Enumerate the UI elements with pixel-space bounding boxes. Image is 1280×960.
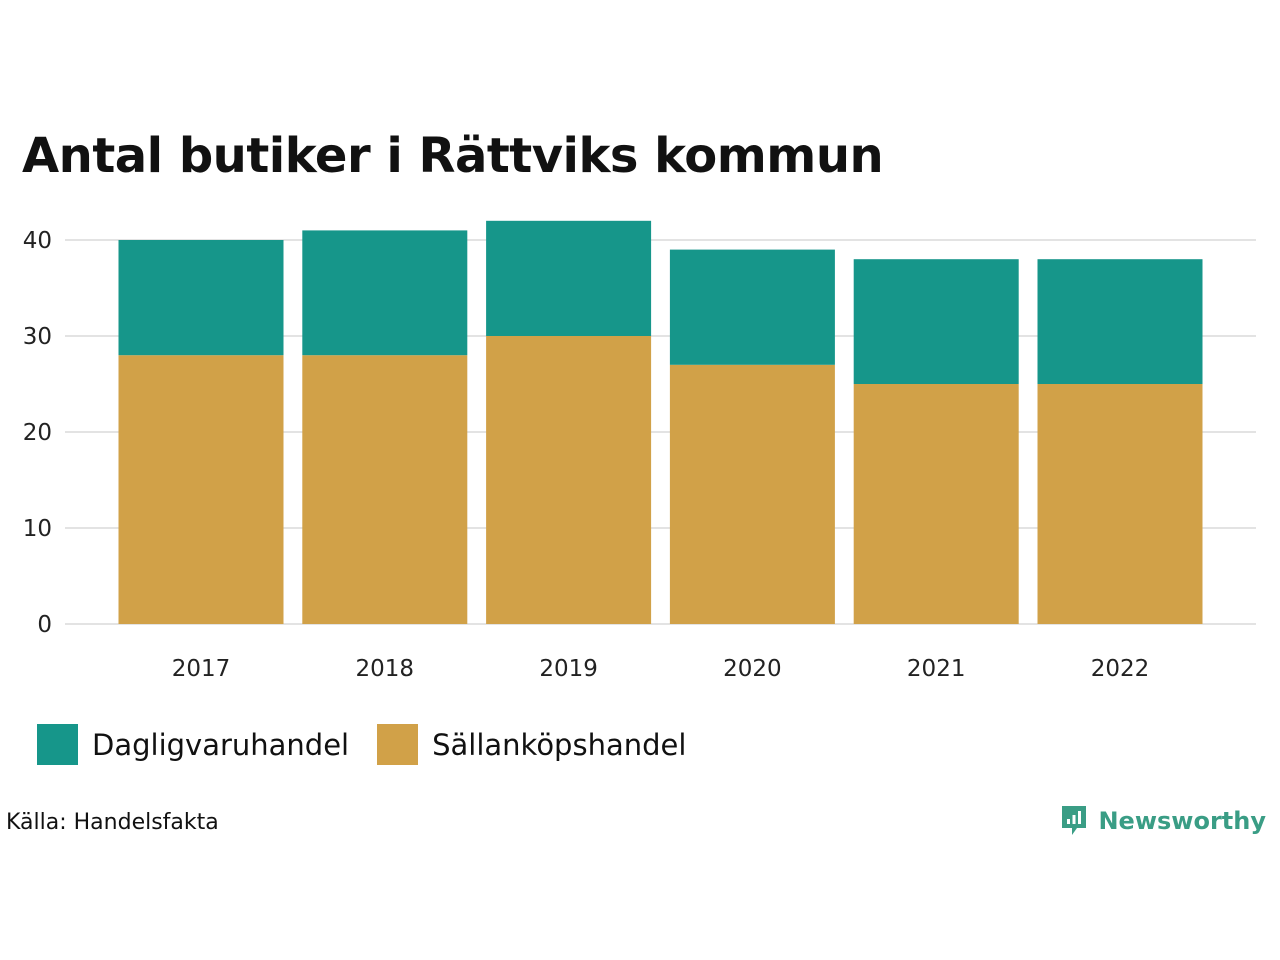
legend: Dagligvaruhandel Sällanköpshandel	[37, 724, 714, 765]
legend-swatch	[37, 724, 78, 765]
bar-dagligvaruhandel-2022	[1037, 259, 1203, 384]
y-tick-label: 10	[23, 516, 52, 542]
legend-label: Dagligvaruhandel	[92, 727, 350, 762]
bar-dagligvaruhandel-2020	[669, 249, 835, 365]
bar-s-llank-pshandel-2020	[669, 364, 835, 624]
x-tick-label: 2020	[723, 656, 782, 682]
y-tick-label: 40	[23, 228, 52, 254]
bar-s-llank-pshandel-2021	[853, 384, 1019, 624]
legend-label: Sällanköpshandel	[432, 727, 687, 762]
legend-item-dagligvaruhandel: Dagligvaruhandel	[37, 724, 349, 765]
brand-name: Newsworthy	[1098, 807, 1266, 835]
bar-dagligvaruhandel-2018	[302, 230, 468, 356]
y-tick-label: 20	[23, 420, 52, 446]
x-tick-label: 2022	[1091, 656, 1150, 682]
bars	[118, 220, 1203, 624]
y-tick-label: 30	[23, 324, 52, 350]
bar-dagligvaruhandel-2019	[486, 220, 652, 336]
bar-dagligvaruhandel-2021	[853, 259, 1019, 384]
bar-s-llank-pshandel-2017	[118, 355, 284, 624]
bar-s-llank-pshandel-2022	[1037, 384, 1203, 624]
x-tick-label: 2021	[907, 656, 966, 682]
x-tick-label: 2018	[356, 656, 415, 682]
x-axis-ticks: 2017 2018 2019 2020 2021 2022	[172, 656, 1150, 682]
x-tick-label: 2017	[172, 656, 231, 682]
x-tick-label: 2019	[539, 656, 598, 682]
y-axis-ticks: 0 10 20 30 40	[23, 228, 52, 638]
legend-swatch	[377, 724, 419, 765]
chart-title: Antal butiker i Rättviks kommun	[22, 128, 884, 184]
bar-s-llank-pshandel-2018	[302, 355, 468, 624]
source-note: Källa: Handelsfakta	[6, 810, 219, 835]
bar-dagligvaruhandel-2017	[118, 240, 284, 356]
stacked-bar-chart: 0 10 20 30 40 2017 2018 2019 2020 2021 2022	[23, 220, 1256, 682]
newsworthy-logo-icon	[1062, 806, 1087, 835]
legend-item-sallankopshandel: Sällanköpshandel	[377, 724, 686, 765]
bar-s-llank-pshandel-2019	[486, 336, 652, 624]
y-tick-label: 0	[37, 612, 52, 638]
brand: Newsworthy	[1060, 804, 1266, 838]
